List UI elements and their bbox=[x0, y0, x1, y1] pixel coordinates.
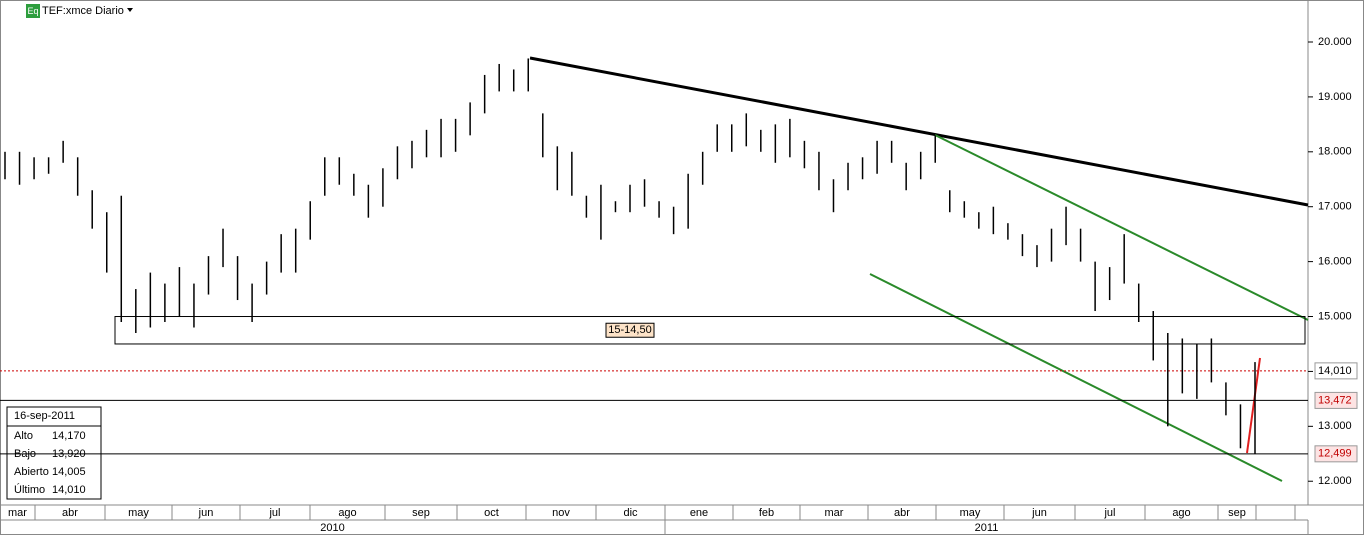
x-tick-label: may bbox=[960, 507, 981, 519]
y-tick-label: 13.000 bbox=[1318, 420, 1352, 432]
trend-line bbox=[934, 134, 1309, 321]
chart-title: TEF:xmce Diario bbox=[42, 5, 124, 17]
trend-line bbox=[529, 56, 1309, 207]
info-value: 14,010 bbox=[52, 484, 86, 496]
price-label-bg bbox=[1314, 391, 1358, 409]
badge-text: Eq bbox=[27, 6, 38, 16]
price-label-bg bbox=[1314, 445, 1358, 463]
info-box bbox=[6, 406, 102, 500]
y-tick-label: 17.000 bbox=[1318, 201, 1352, 213]
info-label: Último bbox=[14, 483, 45, 496]
y-tick-label: 16.000 bbox=[1318, 256, 1352, 268]
y-tick-label: 15.000 bbox=[1318, 310, 1352, 322]
x-tick-label: abr bbox=[894, 507, 910, 519]
info-label: Abierto bbox=[14, 466, 49, 478]
zone-label-bg bbox=[605, 322, 655, 338]
x-tick-label: sep bbox=[1228, 507, 1246, 519]
price-zone bbox=[114, 316, 1306, 345]
x-tick-label: ago bbox=[1172, 507, 1190, 519]
trend-line bbox=[869, 273, 1283, 482]
x-tick-label: oct bbox=[484, 507, 499, 519]
info-value: 14,170 bbox=[52, 430, 86, 442]
info-value: 13,920 bbox=[52, 448, 86, 460]
x-tick-label: nov bbox=[552, 507, 570, 519]
year-label: 2010 bbox=[320, 522, 344, 534]
y-tick-label: 20.000 bbox=[1318, 36, 1352, 48]
badge bbox=[26, 4, 40, 18]
info-label: Alto bbox=[14, 430, 33, 442]
zone-label: 15-14,50 bbox=[608, 324, 651, 336]
x-tick-label: mar bbox=[825, 507, 844, 519]
price-label: 12,499 bbox=[1318, 448, 1352, 460]
y-tick-label: 19.000 bbox=[1318, 91, 1352, 103]
x-tick-label: mar bbox=[8, 507, 27, 519]
x-tick-label: ago bbox=[338, 507, 356, 519]
y-tick-label: 12.000 bbox=[1318, 475, 1352, 487]
x-tick-label: jul bbox=[1103, 507, 1115, 519]
x-tick-label: jul bbox=[268, 507, 280, 519]
info-value: 14,005 bbox=[52, 466, 86, 478]
x-tick-label: sep bbox=[412, 507, 430, 519]
x-tick-label: abr bbox=[62, 507, 78, 519]
x-tick-label: ene bbox=[690, 507, 708, 519]
x-tick-label: jun bbox=[198, 507, 214, 519]
dropdown-arrow[interactable] bbox=[127, 8, 133, 12]
price-label-bg bbox=[1314, 362, 1358, 380]
price-label: 14,010 bbox=[1318, 365, 1352, 377]
x-tick-label: jun bbox=[1031, 507, 1047, 519]
year-label: 2011 bbox=[975, 522, 999, 534]
info-date: 16-sep-2011 bbox=[14, 410, 75, 422]
y-tick-label: 18.000 bbox=[1318, 146, 1352, 158]
trend-line bbox=[1246, 357, 1261, 454]
price-label: 13,472 bbox=[1318, 394, 1352, 406]
x-tick-label: dic bbox=[623, 507, 638, 519]
x-tick-label: feb bbox=[759, 507, 774, 519]
info-label: Bajo bbox=[14, 448, 36, 460]
x-tick-label: may bbox=[128, 507, 149, 519]
